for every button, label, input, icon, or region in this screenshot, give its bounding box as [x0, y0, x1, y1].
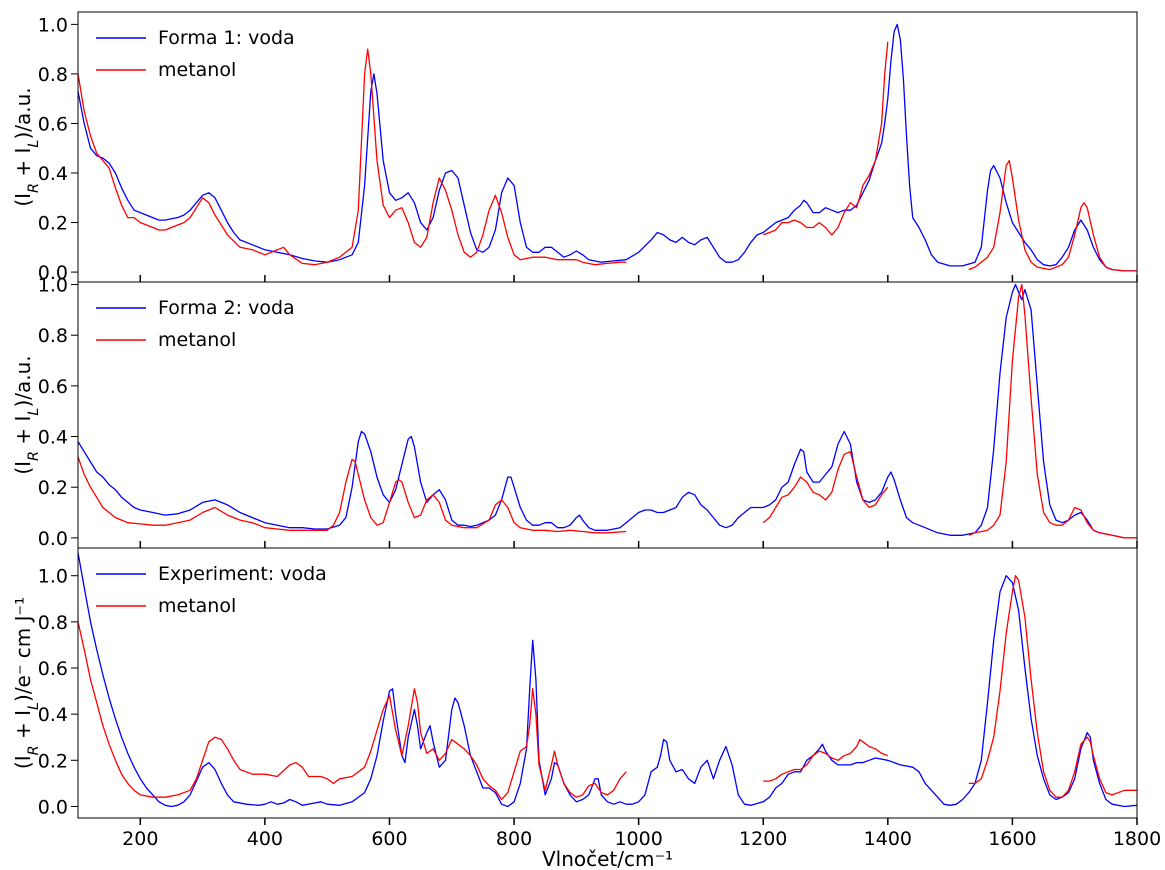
legend-label: Forma 2: voda: [158, 297, 295, 319]
series-line-methanol-segment-2: [763, 738, 889, 782]
x-tick-label: 200: [122, 828, 158, 850]
legend-label: Forma 1: voda: [158, 27, 295, 49]
y-tick-label: 0.8: [38, 325, 68, 347]
y-tick-label: 0.6: [38, 376, 68, 398]
series-line-methanol-segment-1: [78, 456, 627, 534]
series-line-methanol-segment-1: [78, 621, 627, 801]
y-tick-label: 0.2: [38, 213, 68, 235]
y-tick-label: 0.8: [38, 612, 68, 634]
panel-1: 0.0 0.2 0.4 0.6 0.8 1.0 (IR + IL)/a.u. Forma 1:…: [11, 11, 1138, 284]
panel-3: 0.0 0.2 0.4 0.6 0.8 1.0 200 400 600 800 1000 1200 14…: [11, 547, 1161, 870]
legend-label: metanol: [158, 59, 236, 81]
x-tick-label: 1800: [1113, 828, 1161, 850]
series-line-water-segment-1: [78, 23, 1137, 272]
x-tick-label: 1000: [614, 828, 662, 850]
y-tick-label: 0.0: [38, 796, 68, 818]
x-tick-label: 800: [496, 828, 532, 850]
y-tick-label: 1.0: [38, 14, 68, 36]
series-line-methanol-segment-2: [762, 41, 889, 236]
y-tick-label: 0.6: [38, 658, 68, 680]
x-tick-label: 1600: [988, 828, 1036, 850]
y-tick-label: 0.4: [38, 427, 68, 449]
y-tick-label: 0.2: [38, 750, 68, 772]
series-line-water-segment-1: [78, 552, 1137, 808]
x-axis-label: Vlnočet/cm⁻¹: [542, 847, 673, 870]
axes-frame: [77, 11, 1138, 283]
series-line-methanol-segment-1: [78, 48, 627, 266]
y-axis-label: (IR + IL)/a.u.: [11, 355, 42, 474]
y-tick-label: 0.6: [38, 113, 68, 135]
x-tick-label: 400: [247, 828, 283, 850]
legend-label: metanol: [158, 329, 236, 351]
y-tick-label: 1.0: [38, 275, 68, 297]
x-tick-label: 600: [371, 828, 407, 850]
y-tick-label: 0.0: [38, 262, 68, 284]
y-tick-label: 0.8: [38, 64, 68, 86]
series-line-methanol-segment-3: [968, 159, 1137, 272]
y-axis-label: (IR + IL)/a.u.: [11, 87, 42, 206]
x-tick-label: 1400: [864, 828, 912, 850]
series-line-methanol-segment-2: [762, 451, 889, 524]
y-tick-label: 0.4: [38, 163, 68, 185]
legend-label: metanol: [158, 595, 236, 617]
series-line-water-segment-1: [78, 283, 1137, 539]
y-tick-label: 1.0: [38, 566, 68, 588]
y-tick-label: 0.0: [38, 528, 68, 550]
panel-2: 0.0 0.2 0.4 0.6 0.8 1.0 (IR + IL)/a.u. Forma 2:…: [11, 275, 1138, 550]
y-axis-label: (IR + IL)/e⁻ cm J⁻¹: [11, 597, 42, 769]
series-line-methanol-segment-3: [968, 283, 1137, 539]
x-tick-label: 1200: [739, 828, 787, 850]
y-tick-label: 0.2: [38, 477, 68, 499]
y-tick-label: 0.4: [38, 704, 68, 726]
series-line-methanol-segment-3: [968, 575, 1137, 798]
axes-frame: [77, 281, 1138, 549]
legend-label: Experiment: voda: [158, 563, 327, 585]
axes-frame: [77, 547, 1138, 819]
